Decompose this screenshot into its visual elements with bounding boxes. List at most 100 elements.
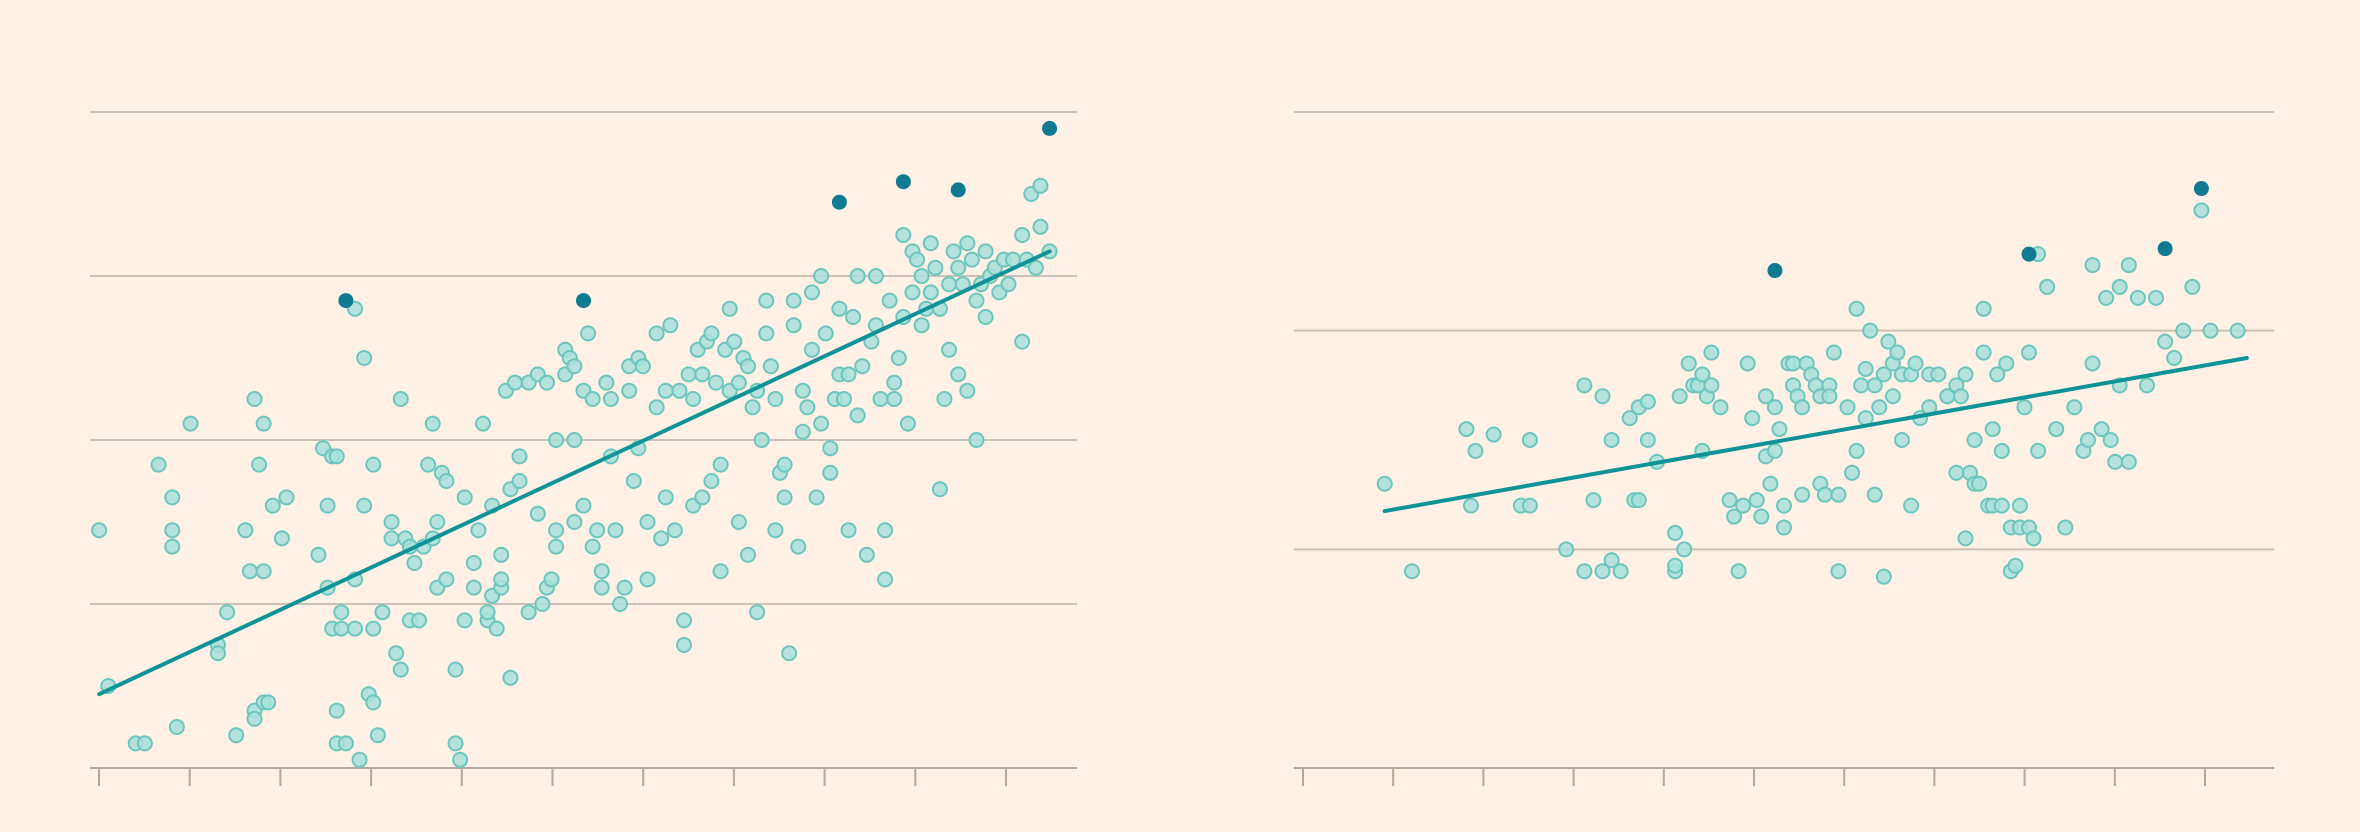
data-point — [1744, 410, 1761, 427]
data-point — [424, 415, 441, 432]
data-point — [927, 259, 944, 276]
data-point — [2079, 432, 2096, 448]
data-point — [255, 563, 272, 580]
data-point — [465, 579, 482, 596]
data-point — [794, 382, 811, 399]
data-point — [1893, 432, 1910, 448]
data-point — [781, 645, 798, 662]
highlighted-point — [2157, 241, 2173, 257]
data-point — [1794, 399, 1811, 416]
data-point — [1993, 442, 2010, 459]
data-point — [580, 325, 597, 342]
data-point — [822, 440, 839, 457]
data-point — [136, 735, 153, 752]
data-point — [671, 382, 688, 399]
data-point — [1776, 519, 1792, 536]
scatter-chart-right — [1294, 111, 2274, 786]
data-point — [1621, 410, 1638, 427]
data-point — [1594, 563, 1611, 580]
data-point — [813, 415, 830, 432]
data-point — [730, 514, 747, 530]
data-point — [2007, 557, 2024, 574]
data-point — [721, 300, 738, 317]
data-point — [392, 661, 409, 678]
data-point — [219, 604, 236, 621]
data-point — [1880, 333, 1897, 350]
data-point — [347, 620, 364, 637]
data-point — [653, 530, 670, 547]
highlighted-point — [2193, 181, 2209, 197]
data-point — [712, 563, 729, 580]
data-point — [456, 612, 473, 629]
data-point — [1857, 360, 1874, 377]
data-point — [799, 399, 816, 416]
data-point — [1952, 388, 1969, 405]
data-point — [2048, 421, 2065, 438]
data-point — [2120, 453, 2137, 470]
data-point — [438, 473, 455, 489]
data-point — [1014, 333, 1031, 350]
data-point — [1667, 557, 1684, 574]
data-point — [2166, 350, 2183, 366]
data-point — [566, 358, 583, 375]
data-point — [1753, 508, 1770, 525]
data-point — [251, 456, 268, 473]
data-point — [639, 571, 656, 588]
data-point — [1485, 426, 1502, 443]
data-point — [493, 546, 510, 563]
data-point — [584, 538, 601, 555]
data-point — [1558, 541, 1575, 558]
data-point — [383, 530, 400, 547]
data-point — [593, 563, 610, 580]
data-point — [488, 620, 505, 637]
data-point — [977, 309, 994, 325]
data-point — [963, 251, 980, 268]
data-point — [2111, 278, 2128, 295]
data-point — [657, 382, 674, 399]
data-point — [767, 391, 784, 407]
data-point — [767, 522, 784, 539]
data-point — [278, 489, 295, 506]
data-point — [310, 546, 327, 563]
data-point — [616, 579, 633, 596]
data-point — [598, 374, 615, 391]
data-point — [351, 751, 368, 768]
data-point — [1830, 563, 1847, 580]
data-point — [676, 637, 693, 653]
data-point — [456, 489, 473, 506]
data-point — [1839, 399, 1856, 416]
data-point — [776, 456, 793, 473]
data-point — [1521, 497, 1538, 514]
data-point — [2202, 322, 2219, 339]
data-point — [753, 432, 770, 448]
data-point — [2011, 497, 2028, 514]
data-point — [858, 546, 875, 563]
data-point — [420, 456, 437, 473]
data-point — [2138, 377, 2155, 394]
data-point — [913, 268, 930, 284]
data-point — [1032, 218, 1049, 235]
data-point — [1694, 366, 1711, 383]
data-point — [273, 530, 290, 547]
data-point — [1594, 388, 1611, 405]
data-point — [1721, 492, 1738, 509]
data-point — [877, 522, 894, 539]
data-point — [968, 432, 985, 448]
data-point — [1957, 366, 1974, 383]
data-point — [2039, 278, 2056, 295]
data-point — [1000, 276, 1017, 293]
data-point — [1889, 344, 1906, 361]
data-point — [447, 661, 464, 678]
data-point — [383, 514, 400, 530]
data-point — [182, 415, 199, 432]
data-point — [1680, 355, 1697, 372]
data-point — [529, 505, 546, 522]
data-point — [1703, 377, 1720, 394]
data-point — [941, 341, 958, 358]
data-point — [255, 415, 272, 432]
data-point — [2175, 322, 2192, 339]
data-point — [1848, 300, 1865, 317]
data-point — [1766, 399, 1783, 416]
data-point — [904, 284, 921, 301]
data-point — [260, 694, 277, 711]
